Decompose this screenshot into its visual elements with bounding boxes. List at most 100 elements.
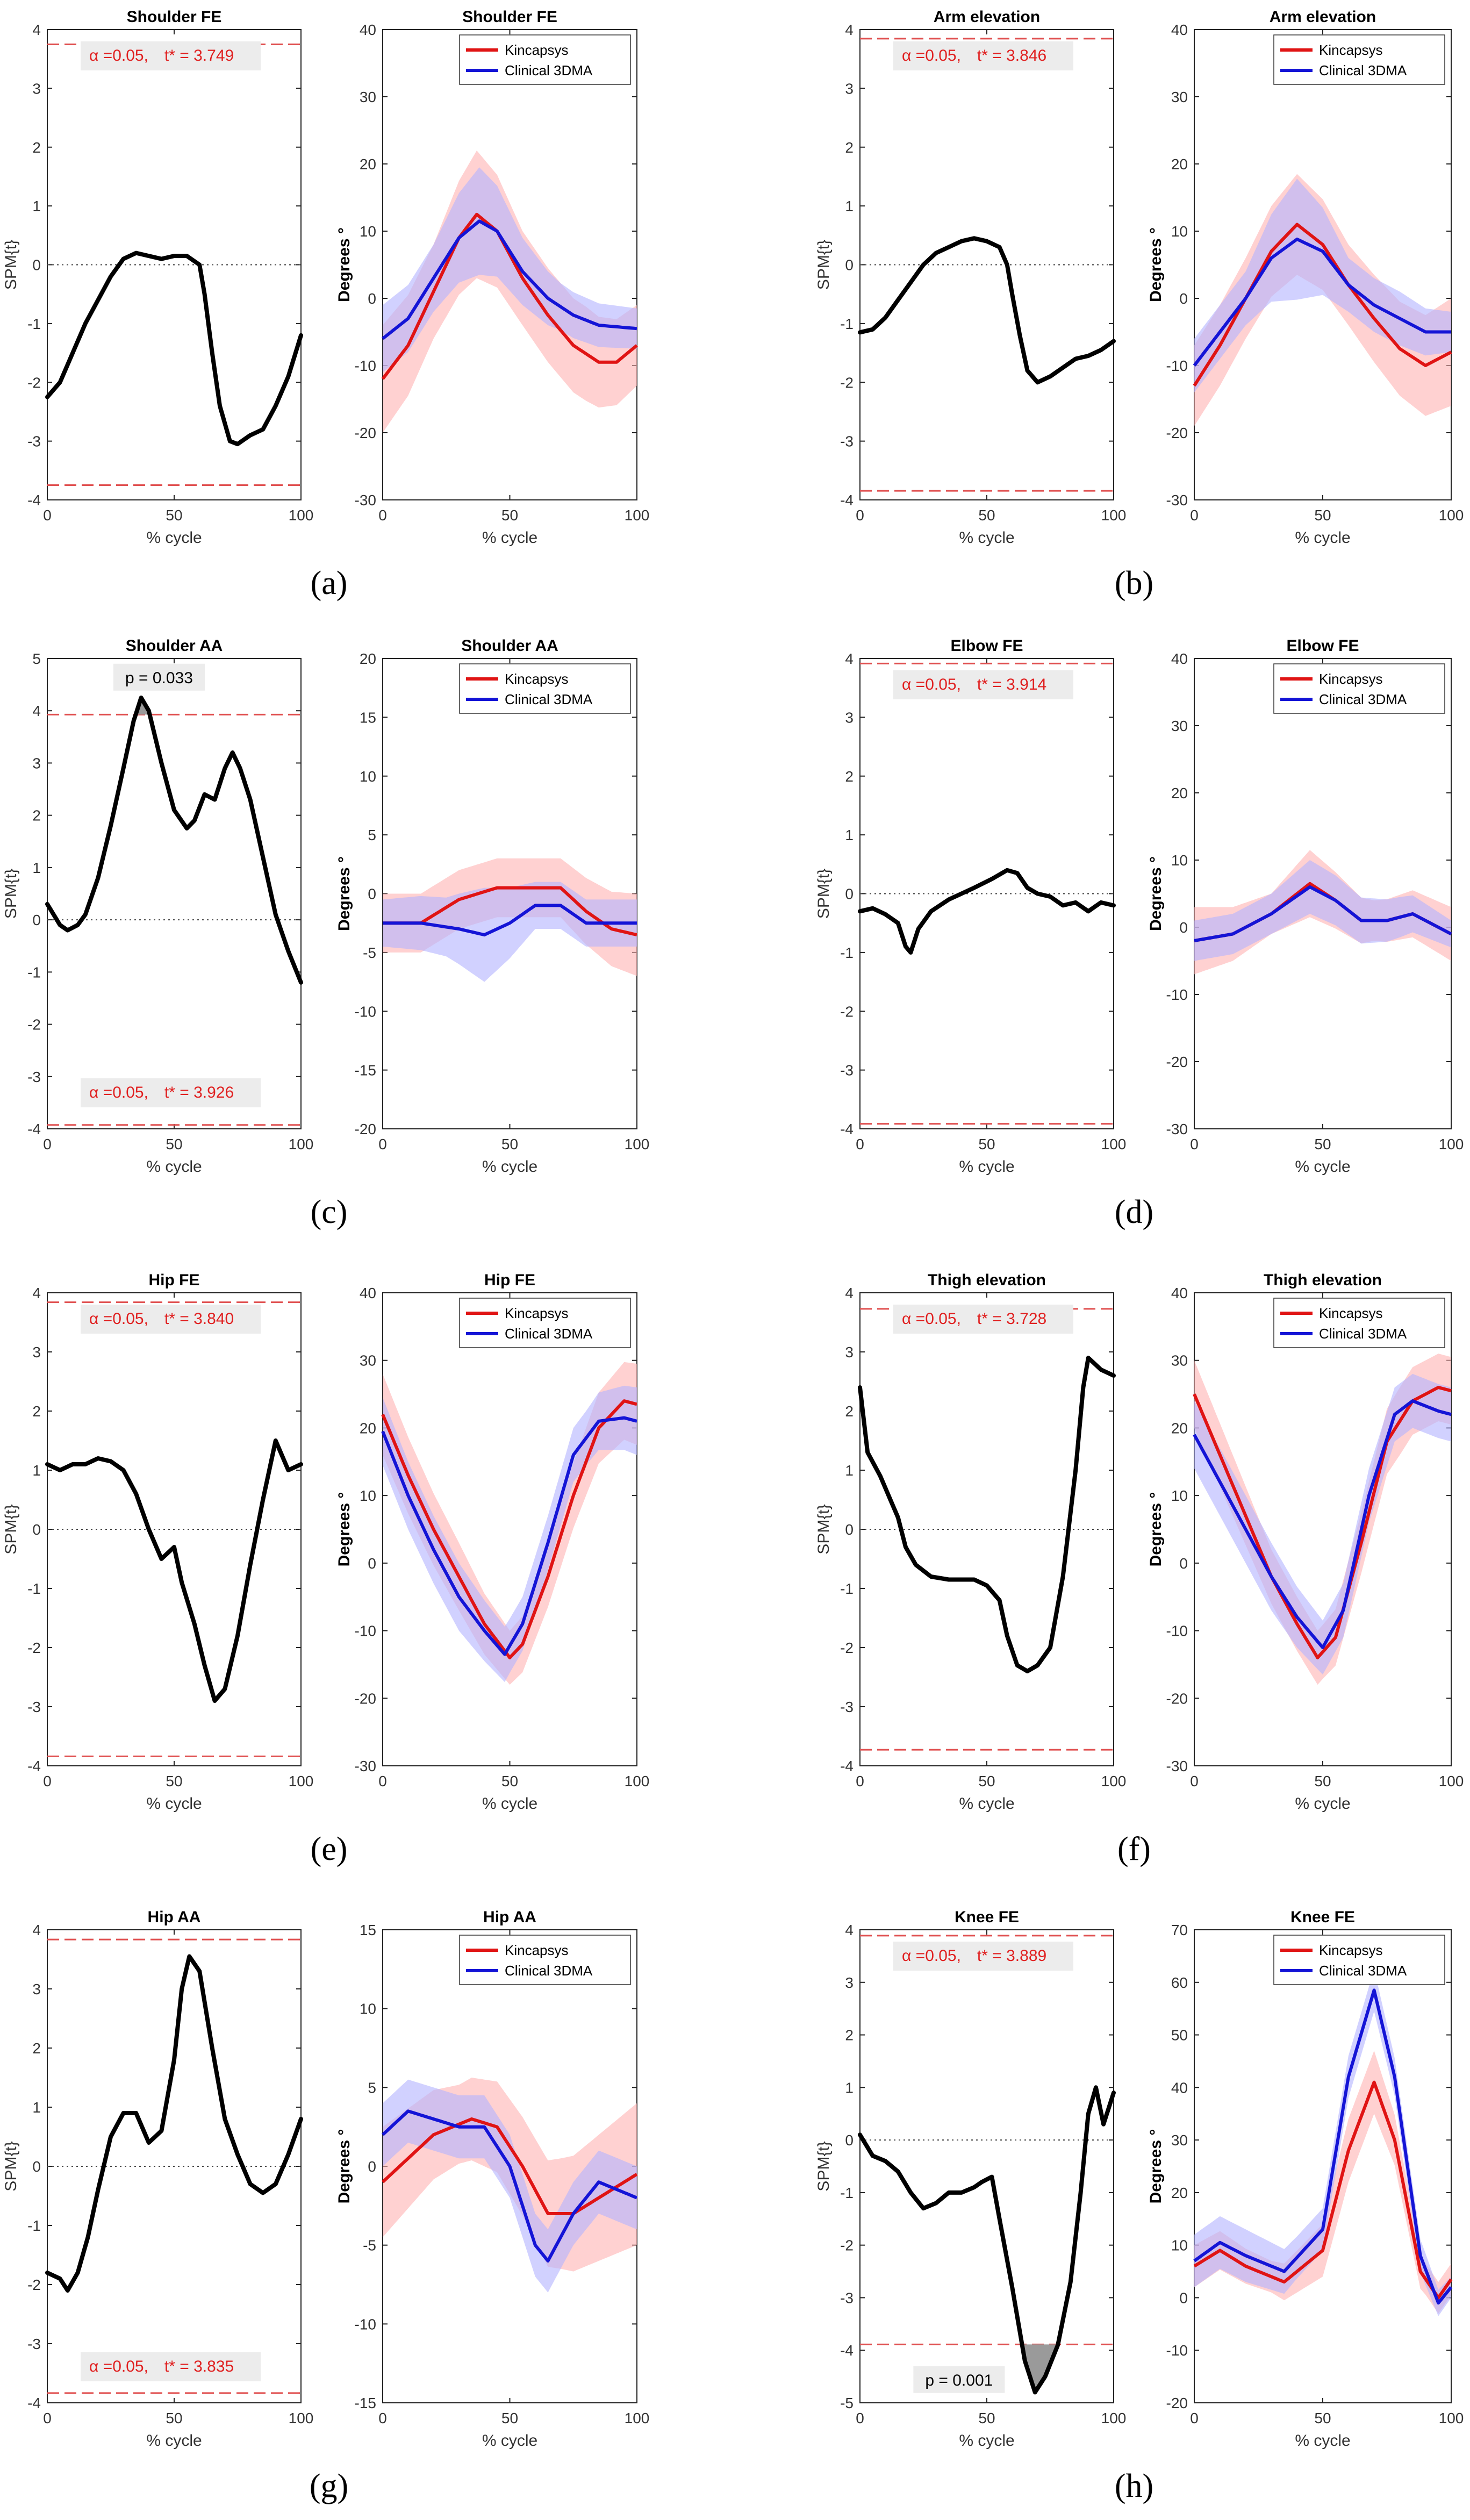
- spm-title: Hip AA: [148, 1908, 201, 1926]
- y-tick-label: 0: [32, 257, 41, 274]
- degrees-plot: Shoulder FE -30 -20 -10 0 10 20 30 40 0 50 100 % cyc…: [335, 8, 649, 547]
- x-axis-label: % cycle: [482, 529, 537, 547]
- y-tick-label: 5: [368, 2079, 376, 2096]
- legend-label-clinical-3dma: Clinical 3DMA: [505, 691, 593, 707]
- panel-letter: (c): [311, 1194, 348, 1230]
- x-tick-label: 50: [166, 2410, 182, 2426]
- y-tick-label: 4: [32, 22, 41, 38]
- y-tick-label: 0: [32, 912, 41, 928]
- y-tick-label: -2: [27, 374, 41, 391]
- x-tick-label: 50: [1314, 1136, 1331, 1152]
- degrees-y-axis-label: Degrees °: [335, 1492, 353, 1567]
- clinical-3dma-mean-line: [383, 904, 637, 937]
- x-axis-label: % cycle: [1295, 529, 1350, 547]
- y-tick-label: 1: [32, 860, 41, 876]
- legend-label-kincapsys: Kincapsys: [1319, 1942, 1383, 1958]
- clinical-3dma-sd-band: [1194, 860, 1451, 961]
- panel-letter: (d): [1115, 1194, 1153, 1230]
- degrees-y-axis-label: Degrees °: [335, 856, 353, 931]
- y-tick-label: 3: [845, 709, 854, 726]
- y-tick-label: 0: [845, 1521, 854, 1538]
- legend: [459, 34, 631, 85]
- y-tick-label: 40: [1171, 650, 1188, 667]
- spm-title: Shoulder AA: [126, 637, 223, 655]
- x-tick-label: 100: [1439, 1136, 1464, 1152]
- panel-letter: (g): [310, 2468, 348, 2504]
- y-tick-label: 1: [32, 1462, 41, 1479]
- panel-letter: (f): [1117, 1831, 1151, 1867]
- panel-letter: (a): [311, 565, 348, 602]
- y-tick-label: 3: [845, 80, 854, 97]
- y-tick-label: -1: [27, 1580, 41, 1597]
- threshold-annotation: α =0.05, t* = 3.835: [89, 2358, 234, 2375]
- y-tick-label: 2: [845, 1403, 854, 1420]
- spm-title: Arm elevation: [934, 8, 1040, 26]
- y-tick-label: -3: [840, 1699, 854, 1715]
- y-tick-label: -10: [355, 1623, 376, 1640]
- y-tick-label: 40: [1171, 2079, 1188, 2096]
- y-tick-label: 1: [32, 2099, 41, 2116]
- y-tick-label: -15: [355, 1062, 376, 1079]
- legend: [1273, 663, 1445, 714]
- y-tick-label: 4: [32, 1285, 41, 1301]
- y-tick-label: 4: [32, 703, 41, 719]
- x-tick-label: 0: [1190, 2410, 1199, 2426]
- threshold-annotation-box: [893, 1942, 1073, 1971]
- x-tick-label: 0: [43, 507, 52, 524]
- degrees-title: Hip AA: [483, 1908, 536, 1926]
- y-tick-label: 2: [32, 139, 41, 156]
- y-tick-label: 30: [1171, 718, 1188, 734]
- spm-plot: Knee FE -5 -4 -3 -2 -1 0 1 2 3 4 0 50 100 % cycle SPM{t…: [815, 1908, 1126, 2450]
- clinical-3dma-sd-band: [383, 2079, 637, 2293]
- threshold-annotation-box: [81, 1305, 261, 1334]
- degrees-title: Knee FE: [1290, 1908, 1355, 1926]
- x-tick-label: 100: [625, 1136, 650, 1152]
- y-tick-label: 4: [32, 1922, 41, 1938]
- degrees-y-axis-label: Degrees °: [1147, 1492, 1165, 1567]
- x-axis-label: % cycle: [959, 529, 1014, 547]
- p-value-box: [913, 2366, 1005, 2393]
- x-tick-label: 0: [43, 1136, 52, 1152]
- clinical-3dma-sd-band: [1194, 1373, 1451, 1675]
- x-tick-label: 0: [856, 1136, 864, 1152]
- x-tick-label: 50: [1314, 507, 1331, 524]
- y-tick-label: -1: [27, 964, 41, 980]
- spm-plot: Arm elevation -4 -3 -2 -1 0 1 2 3 4 0 50 100 % cycle S…: [815, 8, 1126, 547]
- y-tick-label: 3: [845, 1344, 854, 1361]
- spm-y-axis-label: SPM{t}: [2, 240, 20, 290]
- legend-label-kincapsys: Kincapsys: [1319, 42, 1383, 58]
- legend-label-clinical-3dma: Clinical 3DMA: [1319, 691, 1407, 707]
- y-tick-label: 0: [845, 2132, 854, 2149]
- spm-title: Shoulder FE: [127, 8, 222, 26]
- y-tick-label: -30: [355, 492, 376, 509]
- spm-curve: [45, 250, 303, 447]
- y-tick-label: -4: [27, 1758, 41, 1774]
- y-tick-label: -20: [355, 1690, 376, 1707]
- y-tick-label: 0: [368, 2158, 376, 2175]
- y-tick-label: 0: [1179, 1555, 1188, 1572]
- spm-y-axis-label: SPM{t}: [815, 240, 833, 290]
- clinical-3dma-mean-line: [1193, 1399, 1452, 1649]
- y-tick-label: -4: [840, 2342, 854, 2359]
- y-tick-label: -1: [27, 2217, 41, 2234]
- legend-label-kincapsys: Kincapsys: [1319, 1305, 1383, 1321]
- y-tick-label: -20: [1166, 1690, 1188, 1707]
- kincapsys-mean-line: [381, 2117, 638, 2215]
- y-tick-label: -30: [1166, 1758, 1188, 1774]
- y-tick-label: -20: [1166, 2395, 1188, 2411]
- legend-label-kincapsys: Kincapsys: [1319, 671, 1383, 687]
- x-axis-label: % cycle: [482, 1795, 537, 1813]
- kincapsys-mean-line: [1193, 1386, 1452, 1659]
- x-tick-label: 0: [856, 1773, 864, 1789]
- y-tick-label: -3: [27, 1699, 41, 1715]
- degrees-plot: Knee FE -20 -10 0 10 20 30 40 50 60 70 0 50 100 % cycl…: [1147, 1908, 1464, 2450]
- clinical-3dma-sd-band: [1194, 1969, 1451, 2316]
- kincapsys-mean-line: [1193, 2080, 1453, 2300]
- y-tick-label: -4: [840, 492, 854, 509]
- y-tick-label: 4: [845, 650, 854, 667]
- x-tick-label: 0: [856, 2410, 864, 2426]
- x-tick-label: 100: [1101, 1136, 1127, 1152]
